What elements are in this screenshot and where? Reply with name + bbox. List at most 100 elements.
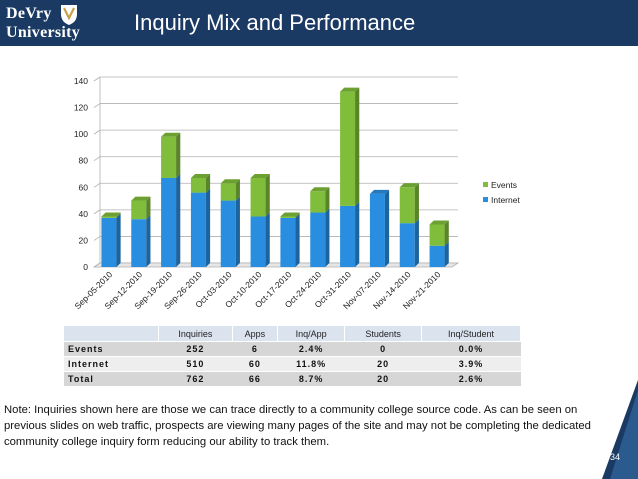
y-tick-label: 20 <box>79 235 89 245</box>
stacked-bar-chart: 020406080100120140Sep-05-2010Sep-12-2010… <box>73 76 521 311</box>
bar-side <box>176 173 181 267</box>
column-header-inq-student: Inq/Student <box>421 326 521 342</box>
bar-top <box>250 173 270 178</box>
table-row-events: Events 252 6 2.4% 0 0.0% <box>64 341 521 357</box>
logo-line1: DeVry <box>6 5 52 22</box>
bar-side <box>265 212 270 267</box>
bar-top <box>310 187 330 192</box>
bar-segment <box>310 212 326 267</box>
bar-top <box>369 189 390 194</box>
table-corner-cell <box>64 326 160 342</box>
bar-side <box>146 196 151 220</box>
y-tick-label: 40 <box>79 209 89 219</box>
bar-side <box>295 212 300 218</box>
shield-icon <box>61 5 77 25</box>
bar-side <box>414 219 419 267</box>
bar-top <box>280 212 300 217</box>
table-header-row: Inquiries Apps Inq/App Students Inq/Stud… <box>64 326 521 342</box>
table-row-total: Total 762 66 8.7% 20 2.6% <box>64 371 521 386</box>
bar-segment <box>280 217 296 267</box>
y-tick-label: 0 <box>83 262 88 272</box>
bar-side <box>235 196 240 267</box>
table-cell: 0 <box>344 341 422 357</box>
footnote: Note: Inquiries shown here are those we … <box>4 404 591 448</box>
table-cell: 252 <box>158 341 233 357</box>
bar-side <box>235 179 240 201</box>
bar-segment <box>161 136 177 178</box>
bar-segment <box>369 193 385 267</box>
bar-segment <box>131 219 147 267</box>
table-cell: 3.9% <box>421 356 521 372</box>
bar-segment <box>399 223 415 267</box>
table-cell: 2.4% <box>277 341 345 357</box>
column-header-apps: Apps <box>232 326 278 342</box>
bar-segment <box>429 245 445 267</box>
table-cell: 60 <box>232 356 278 372</box>
row-label: Total <box>64 371 159 386</box>
bar-segment <box>101 217 117 267</box>
table-row-internet: Internet 510 60 11.8% 20 3.9% <box>64 356 521 372</box>
bar-top <box>340 87 360 92</box>
bar-top <box>101 212 121 217</box>
gridline <box>93 76 101 82</box>
bar-segment <box>310 191 326 213</box>
table-cell: 2.6% <box>421 371 521 386</box>
bar-segment <box>399 187 415 224</box>
chart-floor <box>92 262 460 268</box>
legend-label: Internet <box>491 195 520 205</box>
table-cell: 20 <box>344 356 422 372</box>
bar-top <box>161 132 181 137</box>
summary-table: Inquiries Apps Inq/App Students Inq/Stud… <box>64 326 521 386</box>
page-title: Inquiry Mix and Performance <box>134 10 416 35</box>
bar-side <box>205 188 211 267</box>
table-cell: 8.7% <box>277 371 345 386</box>
legend-label: Events <box>491 180 517 190</box>
logo-line2: University <box>6 24 81 41</box>
bar-side <box>265 173 270 217</box>
y-tick-label: 120 <box>74 103 88 113</box>
y-tick-label: 80 <box>79 156 89 166</box>
table-cell: 510 <box>158 356 233 372</box>
bar-segment <box>220 200 236 267</box>
devry-logo: DeVry University <box>4 3 124 43</box>
bar-side <box>355 87 360 206</box>
column-header-students: Students <box>344 326 423 342</box>
bar-side <box>384 189 390 267</box>
bar-side <box>176 132 181 178</box>
bar-segment <box>340 91 356 206</box>
y-tick-label: 100 <box>74 129 88 139</box>
bar-side <box>414 183 419 224</box>
bar-side <box>355 201 360 267</box>
gridline <box>93 156 101 162</box>
header-bar: DeVry University Inquiry Mix and Perform… <box>0 0 638 46</box>
bar-segment <box>131 200 147 220</box>
bar-segment <box>101 216 117 218</box>
bar-side <box>325 208 330 267</box>
table-cell: 20 <box>344 371 422 386</box>
bar-top <box>131 196 151 201</box>
gridline <box>93 236 101 241</box>
bar-top <box>220 179 240 184</box>
column-header-inq-app: Inq/App <box>277 326 346 342</box>
page-number: 34 <box>610 452 621 462</box>
gridline <box>93 129 101 135</box>
bar-side <box>444 241 449 267</box>
table-cell: 762 <box>158 371 233 386</box>
table-cell: 66 <box>232 371 278 386</box>
bar-side <box>444 220 449 246</box>
legend-swatch <box>483 197 488 202</box>
gridline <box>93 182 101 188</box>
bar-side <box>205 173 211 193</box>
bar-segment <box>340 205 356 267</box>
bar-segment <box>250 216 266 267</box>
bar-segment <box>250 177 266 217</box>
bar-side <box>295 213 300 267</box>
footer-accent <box>602 380 638 479</box>
bar-side <box>116 212 121 218</box>
gridline <box>93 103 101 108</box>
column-header-inquiries: Inquiries <box>158 326 233 342</box>
bar-segment <box>190 177 206 193</box>
bar-top <box>399 183 419 188</box>
bar-segment <box>429 224 445 246</box>
bar-side <box>325 187 330 213</box>
